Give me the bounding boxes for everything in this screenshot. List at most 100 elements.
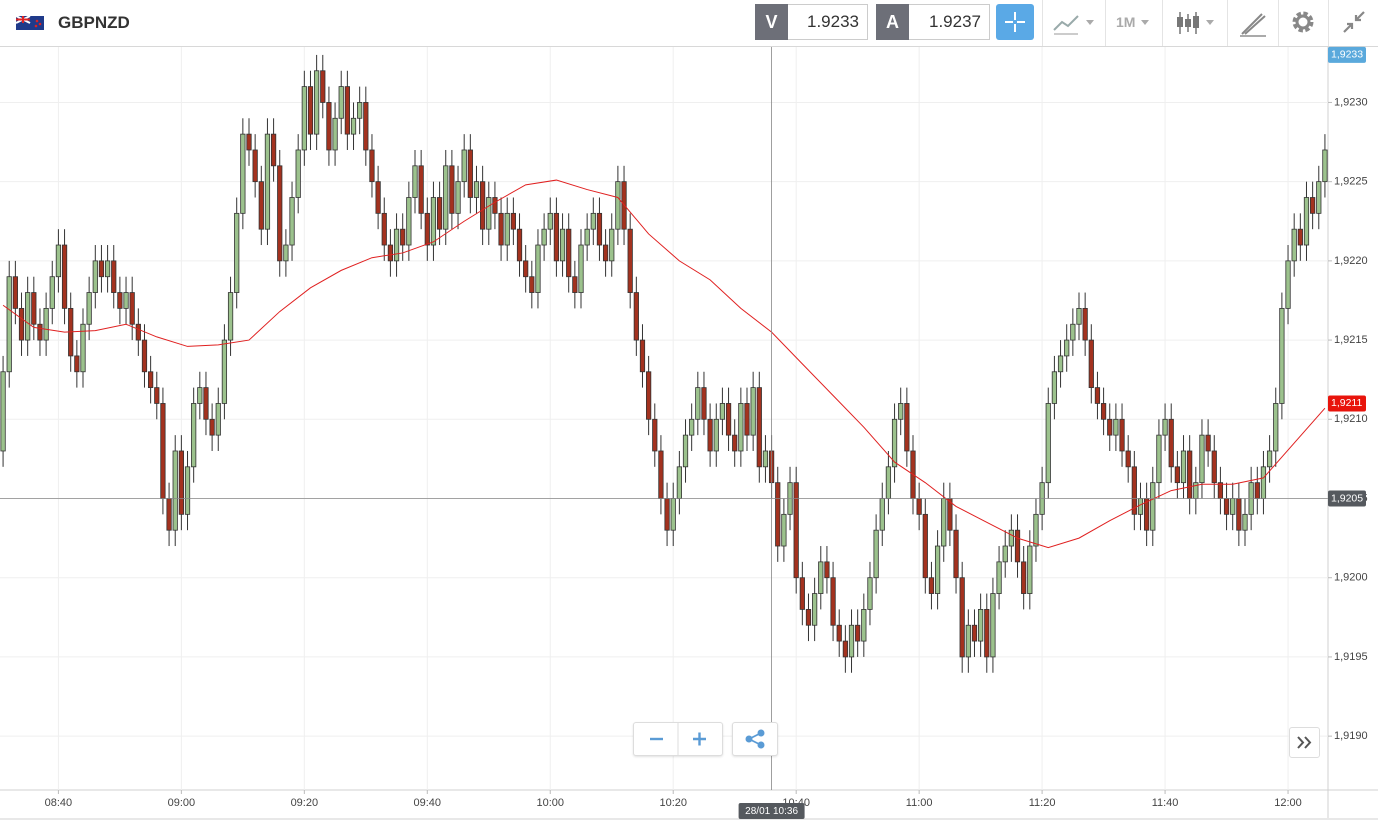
candle-body (184, 466, 191, 515)
candle-body (203, 387, 209, 420)
flag-icon (16, 16, 44, 30)
draw-button[interactable] (1236, 4, 1270, 40)
scroll-end-button[interactable] (1289, 727, 1320, 758)
candle-body (904, 403, 910, 452)
candle-body (1316, 181, 1322, 214)
candle-body (1168, 418, 1174, 468)
candle-body (344, 86, 350, 135)
candle-body (898, 403, 904, 420)
candle-body (154, 387, 160, 404)
grid: 1,9190 1,9195 1,9200 1,9205 1,9210 1,9215 1,92… (0, 47, 1378, 820)
candle-body (627, 228, 633, 293)
collapse-button[interactable] (1338, 4, 1370, 40)
separator (1162, 0, 1163, 46)
moving-average (2, 179, 1326, 549)
candle-body (246, 133, 252, 151)
share-button[interactable] (732, 722, 778, 756)
candle-body (633, 292, 639, 341)
candle-body (713, 418, 719, 452)
candle-body (455, 181, 461, 214)
x-tick-label: 09:40 (414, 797, 442, 809)
candle-body (1180, 450, 1187, 484)
chart-type-button[interactable] (1172, 4, 1222, 40)
candle-body (1057, 355, 1064, 373)
separator (1328, 0, 1329, 46)
candle-body (830, 577, 836, 626)
candle-body (990, 593, 996, 658)
candle-body (25, 292, 31, 341)
symbol[interactable]: GBPNZD (58, 13, 130, 32)
candle-body (178, 450, 184, 515)
candle-body (510, 212, 516, 230)
candle-body (480, 181, 486, 230)
y-tick-label: 1,9215 (1334, 334, 1368, 346)
candle-body (1174, 466, 1180, 484)
candle-body (799, 577, 805, 610)
zoom-in-button[interactable] (693, 732, 706, 746)
candle-body (449, 165, 455, 214)
candle-body (861, 608, 867, 642)
candle-body (523, 260, 529, 278)
separator (1227, 0, 1228, 46)
candle-body (719, 403, 726, 420)
candle-body (1002, 545, 1008, 563)
y-tick-label: 1,9190 (1334, 730, 1368, 742)
candle-body (1113, 418, 1119, 436)
candle-body (375, 181, 381, 214)
candle-body (609, 228, 615, 262)
candle-body (6, 276, 12, 373)
candle-body (965, 624, 971, 658)
candle-body (74, 355, 80, 373)
toolbar: GBPNZD V 1.9233 A 1.9237 1M (0, 0, 1378, 47)
crosshair-button[interactable] (996, 4, 1034, 40)
sell-button[interactable]: V (755, 4, 788, 40)
buy-price[interactable]: 1.9237 (909, 4, 990, 40)
x-tick-label: 08:40 (45, 797, 73, 809)
candle-body (55, 244, 62, 278)
candle-body (590, 212, 596, 230)
candle-body (430, 197, 437, 246)
candle-body (61, 244, 68, 309)
candle-body (80, 323, 86, 373)
candle-body (283, 244, 289, 262)
candle-body (1156, 434, 1162, 484)
candle-body (141, 339, 148, 373)
x-tick-label: 09:00 (168, 797, 196, 809)
candle-body (971, 624, 978, 642)
candle-body (1027, 545, 1033, 594)
crosshair-price-label: 1,9205 (1331, 492, 1363, 504)
plot-area (0, 47, 1328, 790)
candle-body (1211, 450, 1217, 484)
candle-body (31, 292, 37, 325)
candle-body (443, 165, 449, 230)
sell-price[interactable]: 1.9233 (788, 4, 868, 40)
candle-body (314, 70, 320, 135)
candle-body (1223, 498, 1230, 515)
settings-button[interactable] (1288, 4, 1318, 40)
candle-body (602, 244, 609, 262)
candle-body (953, 529, 959, 579)
candle-body (566, 228, 572, 278)
price-label-box (1328, 46, 1366, 63)
buy-button[interactable]: A (876, 4, 909, 40)
candle-body (1119, 418, 1125, 452)
candle-body (842, 640, 848, 658)
candle-body (1254, 482, 1260, 499)
candle-body (646, 371, 652, 420)
candle-body (264, 133, 271, 230)
candle-body (732, 434, 738, 452)
candle-body (885, 466, 892, 499)
candle-body (1014, 529, 1021, 563)
candle-body (682, 434, 689, 468)
indicators-button[interactable] (1050, 4, 1100, 40)
candle-body (295, 149, 301, 198)
candle-body (553, 212, 560, 262)
timeframe-button[interactable]: 1M (1116, 14, 1136, 30)
candle-body (227, 292, 234, 341)
candle-body (707, 418, 713, 452)
candle-body (436, 197, 443, 230)
candle-body (424, 212, 430, 246)
candle-body (1162, 418, 1168, 436)
candle-body (848, 624, 855, 658)
separator (1278, 0, 1279, 46)
